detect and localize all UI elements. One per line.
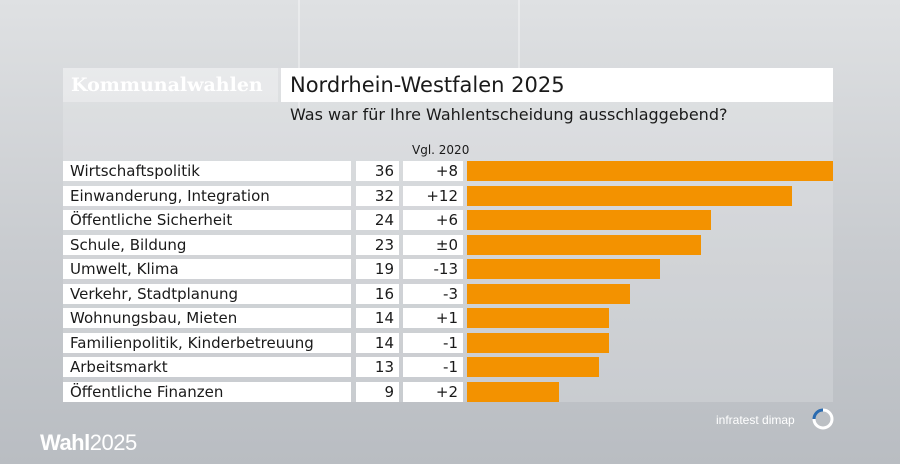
bar	[467, 308, 610, 328]
value-label: 32	[356, 185, 399, 206]
brand-name: Wahl	[40, 430, 90, 455]
chart-row: Öffentliche Finanzen 9 +2	[63, 381, 833, 402]
bar	[467, 185, 793, 206]
value-label: 14	[356, 332, 399, 353]
source-label: infratest dimap	[716, 413, 795, 427]
chart-row: Familienpolitik, Kinderbetreuung 14 -1	[63, 332, 833, 353]
chart-row: Umwelt, Klima 19 -13	[63, 259, 833, 279]
bar	[467, 283, 630, 304]
category-label: Familienpolitik, Kinderbetreuung	[63, 332, 351, 353]
chart-row: Einwanderung, Integration 32 +12	[63, 185, 833, 206]
value-label: 16	[356, 283, 399, 304]
bar	[467, 357, 600, 377]
category-label: Wohnungsbau, Mieten	[63, 308, 351, 328]
bar	[467, 381, 559, 402]
value-label: 14	[356, 308, 399, 328]
category-label: Verkehr, Stadtplanung	[63, 283, 351, 304]
chart-subtitle: Was war für Ihre Wahlentscheidung aussch…	[290, 105, 728, 124]
change-label: -1	[403, 357, 463, 377]
brand-year: 2025	[89, 430, 137, 455]
chart-row: Öffentliche Sicherheit 24 +6	[63, 210, 833, 230]
change-label: ±0	[403, 234, 463, 255]
value-label: 19	[356, 259, 399, 279]
section-label: Kommunalwahlen	[63, 68, 278, 102]
category-label: Öffentliche Sicherheit	[63, 210, 351, 230]
change-label: -3	[403, 283, 463, 304]
value-label: 9	[356, 381, 399, 402]
brand-logo: Wahl2025	[40, 430, 137, 456]
bar	[467, 234, 701, 255]
bar	[467, 332, 610, 353]
change-label: -13	[403, 259, 463, 279]
compare-column-header: Vgl. 2020	[412, 143, 470, 157]
chart-row: Verkehr, Stadtplanung 16 -3	[63, 283, 833, 304]
chart-row: Wohnungsbau, Mieten 14 +1	[63, 308, 833, 328]
value-label: 24	[356, 210, 399, 230]
chart-title: Nordrhein-Westfalen 2025	[281, 68, 833, 102]
chart-row: Arbeitsmarkt 13 -1	[63, 357, 833, 377]
category-label: Öffentliche Finanzen	[63, 381, 351, 402]
value-label: 23	[356, 234, 399, 255]
category-label: Wirtschaftspolitik	[63, 161, 351, 181]
change-label: +2	[403, 381, 463, 402]
change-label: +1	[403, 308, 463, 328]
value-label: 36	[356, 161, 399, 181]
bar	[467, 259, 661, 279]
category-label: Umwelt, Klima	[63, 259, 351, 279]
bar	[467, 161, 833, 181]
change-label: +8	[403, 161, 463, 181]
change-label: +6	[403, 210, 463, 230]
change-label: -1	[403, 332, 463, 353]
category-label: Einwanderung, Integration	[63, 185, 351, 206]
chart-row: Schule, Bildung 23 ±0	[63, 234, 833, 255]
chart-row: Wirtschaftspolitik 36 +8	[63, 161, 833, 181]
change-label: +12	[403, 185, 463, 206]
category-label: Schule, Bildung	[63, 234, 351, 255]
category-label: Arbeitsmarkt	[63, 357, 351, 377]
value-label: 13	[356, 357, 399, 377]
infratest-logo-icon	[812, 408, 834, 430]
bar	[467, 210, 711, 230]
